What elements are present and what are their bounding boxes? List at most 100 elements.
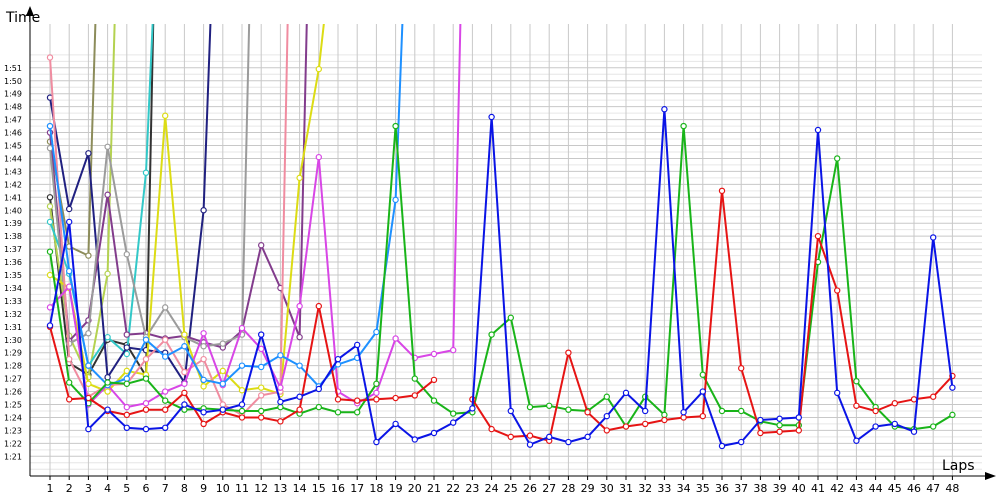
data-point bbox=[315, 385, 322, 393]
data-point bbox=[296, 333, 303, 341]
data-point bbox=[776, 422, 783, 429]
data-point bbox=[219, 406, 226, 413]
data-point bbox=[507, 314, 514, 321]
data-point bbox=[161, 424, 169, 432]
data-point bbox=[757, 429, 764, 437]
data-point bbox=[450, 410, 457, 417]
data-point bbox=[46, 54, 54, 61]
data-point bbox=[123, 380, 131, 387]
data-point bbox=[142, 425, 150, 433]
x-tick-label: 11 bbox=[235, 482, 249, 495]
data-point bbox=[834, 389, 841, 397]
data-point bbox=[853, 377, 860, 385]
data-point bbox=[949, 384, 956, 391]
data-point bbox=[603, 393, 611, 400]
data-point bbox=[258, 345, 265, 353]
data-point bbox=[392, 420, 399, 428]
data-point bbox=[488, 425, 495, 433]
data-point bbox=[488, 113, 495, 121]
x-tick-label: 1 bbox=[47, 482, 54, 495]
data-point bbox=[834, 287, 841, 294]
data-point bbox=[661, 411, 668, 419]
y-tick-label: 1:26 bbox=[4, 388, 22, 397]
data-point bbox=[46, 304, 54, 311]
x-tick-label: 24 bbox=[485, 482, 499, 495]
data-point bbox=[123, 251, 131, 258]
x-tick-label: 44 bbox=[869, 482, 883, 495]
data-point bbox=[718, 187, 726, 195]
x-tick-label: 4 bbox=[104, 482, 111, 495]
y-tick-labels: 1:21 1:22 1:23 1:24 1:25 1:26 1:27 1:28 1:29 1:30… bbox=[4, 64, 22, 461]
data-point bbox=[277, 418, 284, 425]
data-point bbox=[565, 406, 572, 413]
x-tick-label: 19 bbox=[389, 482, 403, 495]
data-point bbox=[430, 429, 438, 437]
data-point bbox=[891, 420, 899, 428]
data-point bbox=[181, 343, 188, 350]
x-tick-label: 34 bbox=[677, 482, 691, 495]
data-point bbox=[411, 375, 418, 382]
y-axis-title: Time bbox=[5, 10, 40, 26]
data-point bbox=[65, 267, 73, 275]
data-point bbox=[258, 384, 265, 391]
data-point bbox=[795, 427, 803, 434]
data-point bbox=[161, 353, 169, 360]
y-tick-label: 1:27 bbox=[4, 375, 22, 384]
data-point bbox=[699, 388, 707, 395]
data-point bbox=[142, 336, 150, 343]
x-tick-label: 32 bbox=[638, 482, 652, 495]
data-point bbox=[354, 409, 361, 416]
y-tick-label: 1:46 bbox=[4, 129, 22, 138]
data-point bbox=[392, 394, 399, 402]
series-line bbox=[49, 108, 954, 447]
x-tick-label: 37 bbox=[734, 482, 748, 495]
x-tick-label: 23 bbox=[465, 482, 479, 495]
data-point bbox=[430, 376, 438, 384]
y-tick-label: 1:51 bbox=[4, 64, 22, 73]
data-point bbox=[219, 401, 226, 408]
data-point bbox=[161, 336, 169, 343]
data-point bbox=[258, 414, 265, 421]
y-tick-label: 1:47 bbox=[4, 116, 22, 125]
series-4 bbox=[46, 24, 404, 390]
data-point bbox=[738, 438, 745, 446]
y-tick-label: 1:32 bbox=[4, 310, 22, 319]
data-point bbox=[238, 401, 246, 408]
data-point bbox=[85, 362, 92, 369]
data-point bbox=[104, 143, 111, 150]
data-point bbox=[200, 330, 207, 337]
data-point bbox=[853, 402, 860, 409]
data-point bbox=[258, 331, 265, 338]
data-point bbox=[258, 407, 265, 415]
data-point bbox=[584, 409, 591, 416]
x-tick-label: 42 bbox=[830, 482, 844, 495]
x-tick-label: 17 bbox=[350, 482, 364, 495]
data-point bbox=[123, 424, 131, 432]
series-1 bbox=[46, 106, 956, 450]
x-tick-label: 22 bbox=[446, 482, 460, 495]
y-tick-label: 1:48 bbox=[4, 103, 22, 112]
x-tick-label: 20 bbox=[408, 482, 422, 495]
data-point bbox=[104, 333, 111, 341]
y-tick-label: 1:35 bbox=[4, 271, 22, 280]
y-tick-label: 1:29 bbox=[4, 349, 22, 358]
data-point bbox=[65, 218, 73, 226]
series bbox=[46, 24, 956, 450]
data-point bbox=[738, 365, 745, 372]
x-tick-label: 45 bbox=[888, 482, 902, 495]
x-tick-label: 36 bbox=[715, 482, 729, 495]
data-point bbox=[910, 396, 918, 403]
x-tick-label: 10 bbox=[216, 482, 230, 495]
data-point bbox=[565, 349, 572, 356]
data-point bbox=[315, 153, 322, 161]
data-point bbox=[546, 402, 553, 409]
data-point bbox=[277, 403, 284, 411]
y-tick-label: 1:23 bbox=[4, 426, 22, 435]
x-tick-labels: 1 2 3 4 5 6 7 8 9 10 11 12 13 14 15 16 17 18 19 20 21 22 23 24 2… bbox=[47, 476, 959, 495]
data-point bbox=[46, 122, 54, 130]
data-point bbox=[488, 331, 495, 338]
data-point bbox=[699, 412, 707, 420]
data-point bbox=[258, 392, 265, 399]
